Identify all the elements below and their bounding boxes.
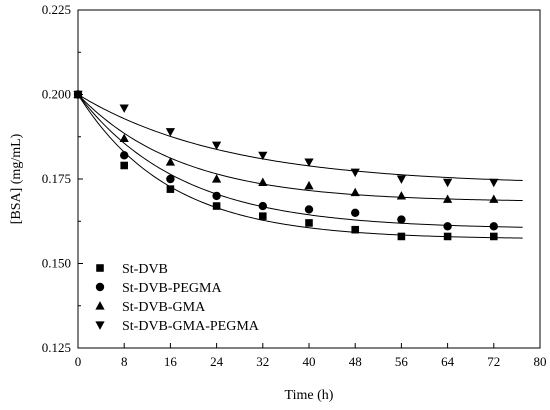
y-tick-label: 0.125: [42, 340, 71, 355]
data-point-circle: [351, 208, 360, 217]
data-point-triangle-down: [489, 178, 499, 188]
data-point-triangle-down: [258, 151, 268, 161]
y-tick-label: 0.200: [42, 87, 71, 102]
data-point-triangle-up: [119, 133, 129, 143]
data-point-triangle-down: [304, 158, 314, 167]
data-point-triangle-down: [119, 104, 129, 113]
x-tick-label: 24: [210, 354, 224, 369]
data-point-triangle-down: [95, 321, 105, 330]
legend-label: St-DVB: [122, 262, 168, 277]
x-tick-label: 32: [256, 354, 269, 369]
y-tick-label: 0.150: [42, 256, 71, 271]
y-axis-title: [BSA] (mg/mL): [9, 133, 24, 224]
fit-curve: [77, 94, 523, 239]
data-point-square: [443, 232, 452, 241]
x-tick-label: 64: [441, 354, 455, 369]
x-tick-label: 16: [164, 354, 178, 369]
legend-label: St-DVB-PEGMA: [122, 281, 222, 296]
data-point-triangle-up: [489, 194, 499, 203]
data-point-triangle-up: [304, 180, 314, 190]
data-point-triangle-up: [211, 174, 222, 183]
x-tick-label: 56: [395, 354, 409, 369]
data-point-triangle-down: [396, 175, 407, 184]
data-point-square: [305, 219, 313, 227]
data-point-circle: [397, 215, 406, 224]
data-point-square: [120, 161, 128, 170]
legend-label: St-DVB-GMA-PEGMA: [122, 319, 260, 334]
data-point-triangle-up: [350, 187, 360, 197]
data-point-square: [259, 212, 267, 220]
data-point-circle: [166, 174, 175, 184]
data-point-square: [490, 232, 498, 241]
data-point-triangle-up: [95, 301, 105, 310]
x-tick-label: 8: [121, 354, 128, 369]
x-axis-ticks: 0 8 16 24 32 40 48 56 64 72 80: [75, 343, 547, 369]
data-point-triangle-down: [350, 168, 360, 178]
data-point-circle: [489, 222, 498, 231]
fit-curve: [77, 94, 523, 182]
data-point-square: [351, 225, 359, 234]
data-point-triangle-down: [73, 90, 83, 100]
data-point-circle: [443, 222, 452, 231]
y-tick-label: 0.175: [42, 171, 71, 186]
x-tick-label: 48: [349, 354, 362, 369]
data-point-circle: [95, 282, 105, 292]
data-point-circle: [120, 151, 129, 160]
data-point-square: [166, 185, 175, 193]
data-point-square: [397, 232, 406, 241]
data-point-triangle-up: [165, 157, 176, 166]
x-tick-label: 72: [487, 354, 500, 369]
data-point-circle: [212, 191, 221, 201]
x-tick-label: 0: [75, 354, 82, 369]
fit-curve: [77, 94, 523, 228]
fit-curve: [77, 94, 523, 202]
data-point-triangle-up: [442, 194, 453, 203]
x-tick-label: 40: [303, 354, 316, 369]
data-markers: [73, 89, 499, 241]
data-point-square: [212, 202, 221, 210]
legend-label: St-DVB-GMA: [122, 300, 206, 315]
x-tick-label: 80: [534, 354, 547, 369]
data-point-triangle-down: [211, 141, 222, 151]
fit-curves: [77, 94, 523, 239]
data-point-triangle-up: [396, 191, 407, 200]
y-axis-ticks: 0.125 0.150 0.175 0.200 0.225: [42, 2, 83, 355]
data-point-triangle-down: [165, 128, 176, 137]
data-point-square: [96, 264, 104, 272]
y-tick-label: 0.225: [42, 2, 71, 17]
data-point-circle: [258, 201, 267, 211]
x-axis-title: Time (h): [285, 388, 334, 403]
legend: St-DVB St-DVB-PEGMA St-DVB-GMA St-DVB-GMA-P…: [95, 262, 260, 334]
data-point-circle: [304, 205, 314, 214]
data-point-triangle-up: [258, 177, 268, 186]
data-point-triangle-down: [442, 178, 453, 188]
